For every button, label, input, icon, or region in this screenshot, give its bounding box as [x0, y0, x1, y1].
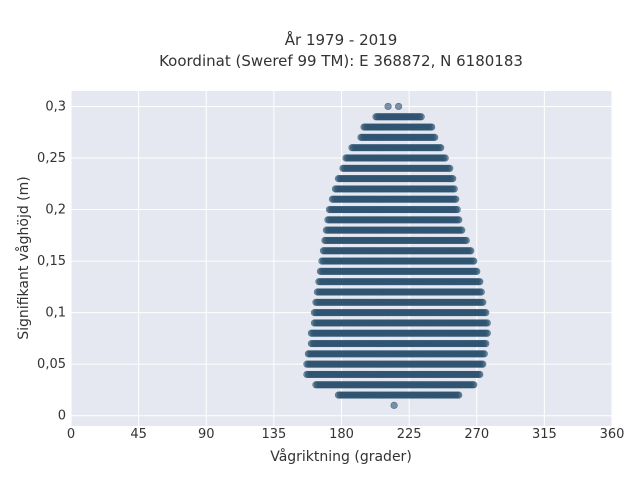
y-tick-label: 0,15: [37, 254, 66, 269]
data-point: [483, 319, 491, 327]
data-point: [449, 175, 457, 183]
data-point: [482, 339, 490, 348]
data-points: [303, 102, 491, 409]
data-point: [384, 102, 392, 111]
y-tick-label: 0,3: [45, 99, 66, 114]
data-point: [470, 381, 478, 389]
y-tick-label: 0,05: [37, 357, 66, 372]
data-point: [441, 154, 449, 162]
data-point: [479, 360, 487, 368]
y-tick-labels: 0 0,05 0,1 0,15 0,2 0,25 0,3: [37, 99, 66, 423]
y-tick-label: 0,1: [45, 306, 66, 321]
data-point: [462, 236, 470, 245]
data-point: [450, 185, 458, 193]
data-point: [483, 329, 491, 337]
y-axis-label: Signifikant våghöjd (m): [15, 176, 32, 339]
data-point: [470, 257, 478, 265]
data-point: [395, 102, 403, 111]
y-tick-label: 0,25: [37, 151, 66, 166]
data-point: [480, 350, 488, 358]
x-axis-label: Vågriktning (grader): [270, 448, 412, 465]
data-point: [458, 226, 466, 234]
chart-title-line2: Koordinat (Sweref 99 TM): E 368872, N 61…: [159, 52, 523, 70]
data-point: [437, 144, 445, 152]
y-tick-label: 0,2: [45, 203, 66, 218]
x-tick-label: 180: [329, 427, 354, 442]
data-point: [479, 298, 487, 306]
data-point: [476, 278, 484, 286]
x-tick-label: 90: [198, 427, 215, 442]
data-point: [476, 370, 484, 379]
x-tick-labels: 0 45 90 135 180 225 270 315 360: [67, 427, 625, 442]
x-tick-label: 270: [464, 427, 489, 442]
data-point: [477, 288, 485, 296]
data-point: [467, 247, 475, 255]
data-point: [473, 267, 481, 275]
data-point: [482, 309, 490, 317]
data-point: [452, 195, 460, 203]
data-point: [417, 113, 425, 121]
data-point: [446, 164, 454, 172]
data-point: [453, 205, 461, 214]
data-point: [455, 391, 463, 399]
data-point: [428, 123, 436, 131]
x-tick-label: 315: [532, 427, 557, 442]
data-point: [390, 401, 398, 409]
data-point: [455, 216, 463, 224]
chart-title-line1: År 1979 - 2019: [285, 30, 398, 49]
x-tick-label: 135: [261, 427, 286, 442]
data-point: [431, 133, 439, 141]
x-tick-label: 225: [397, 427, 422, 442]
y-tick-label: 0: [58, 409, 66, 424]
x-tick-label: 45: [130, 427, 147, 442]
x-tick-label: 360: [600, 427, 625, 442]
x-tick-label: 0: [67, 427, 75, 442]
